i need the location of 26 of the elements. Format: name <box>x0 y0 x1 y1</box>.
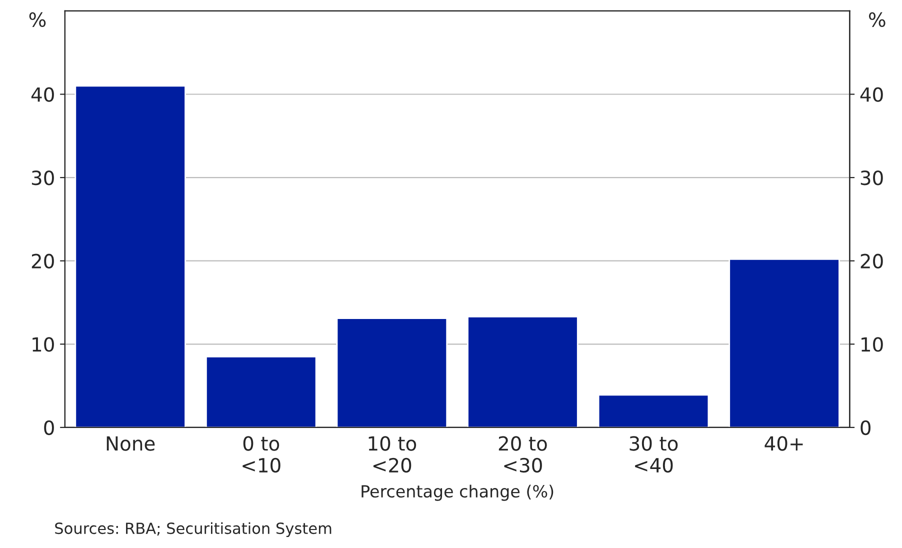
y-tick-label: 20 <box>32 254 54 269</box>
x-tick-label: None <box>106 436 155 451</box>
bar <box>336 318 448 428</box>
x-tick-label: 20 to <30 <box>498 436 547 473</box>
y-tick-label: 30 <box>32 170 54 186</box>
y2-tick-label: 40 <box>860 87 883 102</box>
x-tick-label: 30 to <40 <box>630 436 678 473</box>
y2-tick-label: 10 <box>862 337 883 352</box>
y-tick-label: 0 <box>44 420 54 436</box>
bar <box>467 316 578 428</box>
x-axis-title: Percentage change (%) <box>362 484 554 501</box>
bar <box>74 85 186 428</box>
y-tick-label: 40 <box>31 87 54 102</box>
y2-tick-label: 0 <box>860 420 870 436</box>
y-tick-label: 10 <box>32 337 54 352</box>
bar <box>206 356 317 428</box>
y2-axis-title: % <box>868 12 886 28</box>
y2-tick-label: 20 <box>860 254 883 269</box>
y2-tick-label: 30 <box>860 170 883 186</box>
source-note: Sources: RBA; Securitisation System <box>55 522 332 538</box>
y-axis-title: % <box>29 12 46 28</box>
x-tick-label: 0 to <10 <box>242 436 280 473</box>
x-tick-label: 10 to <20 <box>368 436 416 473</box>
x-tick-label: 40+ <box>764 436 803 451</box>
bar <box>728 258 840 428</box>
bar <box>598 394 710 428</box>
